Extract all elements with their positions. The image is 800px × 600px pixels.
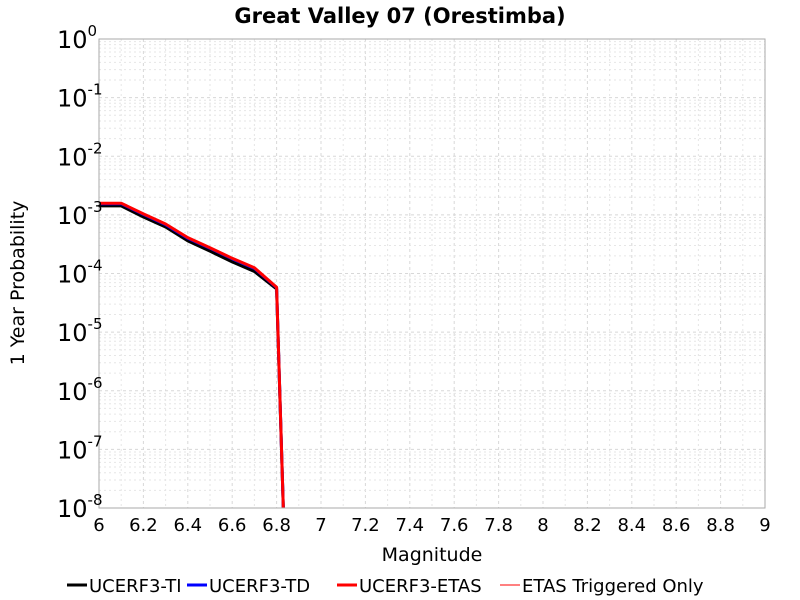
x-tick-label: 8 [537, 515, 548, 536]
y-tick-label: 10-8 [57, 491, 103, 523]
series-line-0 [99, 204, 285, 509]
y-tick-label: 10-6 [57, 374, 103, 406]
series-layer [99, 201, 285, 509]
x-tick-label: 9 [759, 515, 770, 536]
x-tick-label: 6.4 [173, 515, 202, 536]
y-axis-ticks: 100 10-1 10-2 10-3 10-4 10-5 10-6 10-7 10-8 [57, 22, 103, 523]
x-tick-label: 6.2 [129, 515, 158, 536]
x-tick-label: 7.4 [395, 515, 424, 536]
chart-title: Great Valley 07 (Orestimba) [234, 4, 565, 28]
series-line-2 [99, 201, 285, 509]
legend-label: UCERF3-TD [209, 576, 310, 597]
y-tick-label: 10-5 [57, 315, 103, 347]
x-axis-ticks: 6 6.2 6.4 6.6 6.8 7 7.2 7.4 7.6 7.8 8 8.2 8.4 8.6 8.8 9 [93, 515, 770, 536]
x-axis-label: Magnitude [382, 544, 483, 566]
y-tick-label: 10-4 [57, 257, 103, 289]
x-tick-label: 8.6 [662, 515, 691, 536]
grid [98, 39, 766, 509]
x-tick-label: 8.4 [617, 515, 646, 536]
y-tick-label: 10-7 [57, 432, 103, 464]
x-tick-label: 6.8 [262, 515, 291, 536]
legend-label: UCERF3-ETAS [359, 576, 482, 597]
legend-label: ETAS Triggered Only [522, 576, 704, 597]
y-tick-label: 10-2 [57, 139, 103, 171]
x-tick-label: 8.2 [573, 515, 602, 536]
x-tick-label: 8.8 [706, 515, 735, 536]
legend: UCERF3-TI UCERF3-TD UCERF3-ETAS ETAS Trigge… [67, 576, 704, 597]
x-tick-label: 7 [315, 515, 326, 536]
y-tick-label: 100 [57, 22, 97, 54]
y-tick-label: 10-3 [57, 198, 103, 230]
y-tick-label: 10-1 [57, 81, 103, 113]
x-tick-label: 7.2 [351, 515, 380, 536]
x-tick-label: 6.6 [218, 515, 247, 536]
y-axis-label: 1 Year Probability [7, 201, 29, 366]
x-tick-label: 6 [93, 515, 104, 536]
x-tick-label: 7.6 [440, 515, 469, 536]
legend-label: UCERF3-TI [89, 576, 182, 597]
plot-border [98, 38, 766, 509]
x-tick-label: 7.8 [484, 515, 513, 536]
